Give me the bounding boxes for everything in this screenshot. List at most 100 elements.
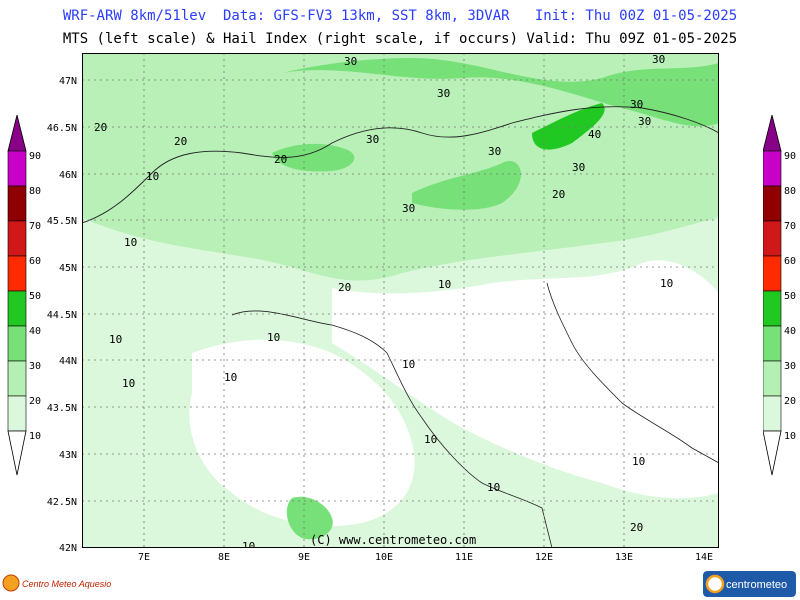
field-white-south [332, 260, 719, 499]
contour-label: 30 [638, 115, 651, 128]
colorbar-label: 70 [784, 221, 796, 232]
lat-label: 46.5N [47, 123, 77, 134]
contour-label: 30 [437, 87, 450, 100]
contour-label: 10 [438, 278, 451, 291]
colorbar-label: 30 [784, 361, 796, 372]
centrometeo-logo[interactable]: centrometeo [703, 571, 796, 597]
header-title-line1: WRF-ARW 8km/51lev Data: GFS-FV3 13km, SS… [62, 8, 738, 24]
map-frame [82, 53, 719, 548]
lat-lon-grid [82, 53, 719, 548]
contour-label: 10 [124, 236, 137, 249]
colorbar-label: 90 [784, 151, 796, 162]
contour-label: 30 [572, 161, 585, 174]
lon-label: 13E [615, 552, 633, 563]
contour-label: 30 [344, 55, 357, 68]
colorbar-segment [763, 150, 782, 187]
contour-label: 20 [174, 135, 187, 148]
lat-label: 44.5N [47, 310, 77, 321]
colorbar-label: 40 [29, 326, 41, 337]
colorbar-segment [7, 290, 27, 327]
colorbar-segment [7, 360, 27, 397]
colorbar-label: 80 [29, 186, 41, 197]
colorbar-segment [7, 150, 27, 187]
right-logo-text: centrometeo [726, 579, 787, 591]
colorbar-bottom-arrow [7, 430, 27, 476]
colorbar-label: 20 [29, 396, 41, 407]
contour-label: 10 [146, 170, 159, 183]
contour-label: 10 [660, 277, 673, 290]
field-30-patch-2 [412, 161, 521, 210]
colorbar-segments [763, 150, 782, 432]
colorbar-label: 10 [784, 431, 796, 442]
colorbar-label: 40 [784, 326, 796, 337]
left-color-scale: 90 80 70 60 50 40 30 20 10 [7, 115, 41, 476]
contour-label: 30 [630, 98, 643, 111]
lat-label: 42N [59, 543, 77, 553]
field-40-patch [532, 103, 605, 150]
contour-label: 10 [632, 455, 645, 468]
lon-label: 8E [218, 552, 230, 563]
field-30-band [282, 58, 719, 127]
contour-label: 20 [338, 281, 351, 294]
colorbar-label: 60 [29, 256, 41, 267]
header-title-line2: MTS (left scale) & Hail Index (right sca… [62, 31, 738, 47]
sun-icon [2, 574, 20, 592]
colorbar-label: 30 [29, 361, 41, 372]
contour-label: 10 [487, 481, 500, 494]
contour-label: 10 [242, 540, 255, 548]
field-30-patch-lake [272, 143, 355, 172]
colorbar-label: 10 [29, 431, 41, 442]
centro-meteo-aquesio-logo[interactable]: Centro Meteo Aquesio [2, 570, 112, 596]
lat-label: 42.5N [47, 497, 77, 508]
colorbar-label: 70 [29, 221, 41, 232]
contour-label: 10 [402, 358, 415, 371]
lat-label: 47N [59, 76, 77, 87]
lat-label: 46N [59, 170, 77, 181]
contour-label: 30 [402, 202, 415, 215]
longitude-axis: 7E 8E 9E 10E 11E 12E 13E 14E [138, 552, 713, 563]
logo-swirl-icon [705, 574, 725, 594]
contour-label: 10 [122, 377, 135, 390]
colorbar-segment [763, 185, 782, 222]
colorbar-segment [763, 255, 782, 292]
colorbar-segment [7, 395, 27, 432]
left-logo-text: Centro Meteo Aquesio [22, 579, 111, 589]
colorbar-segment [7, 255, 27, 292]
contour-labels: 30 30 30 30 20 20 30 30 40 30 10 30 30 2… [94, 53, 673, 548]
contour-label: 20 [94, 121, 107, 134]
contour-label: 30 [488, 145, 501, 158]
colorbar-segment [763, 290, 782, 327]
right-color-scale: 90 80 70 60 50 40 30 20 10 [763, 115, 796, 476]
colorbar-segment [7, 220, 27, 257]
contour-label: 20 [274, 153, 287, 166]
lon-label: 10E [375, 552, 393, 563]
contour-label: 30 [366, 133, 379, 146]
contour-label: 10 [109, 333, 122, 346]
lon-label: 12E [535, 552, 553, 563]
lat-label: 45N [59, 263, 77, 274]
contour-label: 40 [588, 128, 601, 141]
colorbar-segment [763, 220, 782, 257]
colorbar-segment [763, 395, 782, 432]
lon-label: 7E [138, 552, 150, 563]
colorbar-label: 50 [784, 291, 796, 302]
country-border [82, 106, 719, 224]
contour-label: 20 [552, 188, 565, 201]
colorbar-top-arrow [763, 115, 782, 152]
colorbar-segment [7, 185, 27, 222]
colorbar-label: 50 [29, 291, 41, 302]
copyright-text: (C) www.centrometeo.com [310, 533, 476, 547]
field-white-tyrrhenian [189, 339, 415, 527]
weather-map: 30 30 30 30 20 20 30 30 40 30 10 30 30 2… [82, 53, 719, 548]
contour-label: 10 [267, 331, 280, 344]
contour-label: 10 [224, 371, 237, 384]
lat-label: 43.5N [47, 403, 77, 414]
contour-label: 30 [652, 53, 665, 66]
lon-label: 11E [455, 552, 473, 563]
latitude-axis: 47N 46.5N 46N 45.5N 45N 44.5N 44N 43.5N … [47, 76, 77, 553]
colorbar-segment [763, 360, 782, 397]
lat-label: 43N [59, 450, 77, 461]
lat-label: 44N [59, 356, 77, 367]
lon-label: 9E [298, 552, 310, 563]
colorbar-label: 20 [784, 396, 796, 407]
